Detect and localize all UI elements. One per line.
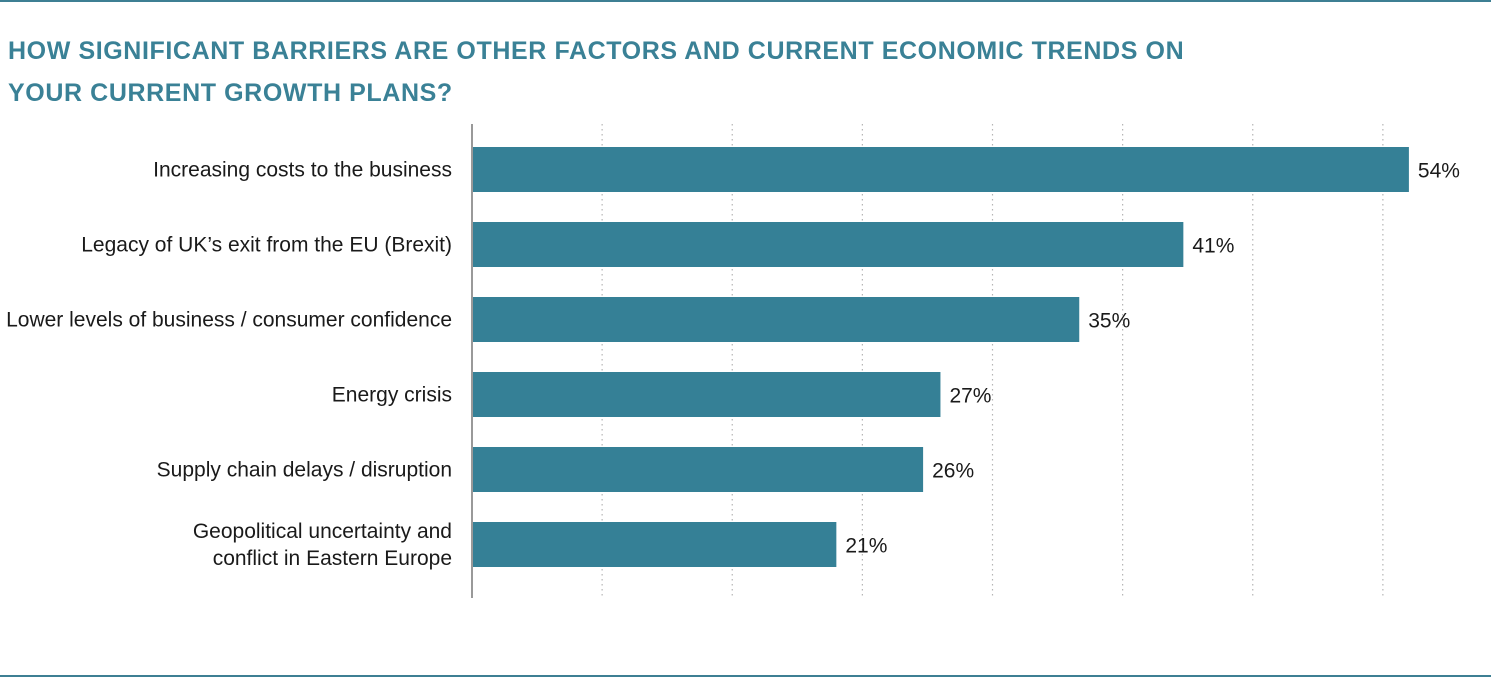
- chart-title: HOW SIGNIFICANT BARRIERS ARE OTHER FACTO…: [8, 30, 1208, 114]
- bars: [473, 147, 1409, 567]
- category-label-3: Lower levels of business / consumer conf…: [6, 309, 452, 332]
- gridlines: [471, 124, 1384, 598]
- category-label-6-line-1: Geopolitical uncertainty and: [193, 520, 452, 543]
- bar-5: [473, 447, 924, 492]
- category-label-2: Legacy of UK’s exit from the EU (Brexit): [81, 234, 452, 257]
- category-label-1: Increasing costs to the business: [153, 159, 452, 182]
- bar-2: [473, 222, 1184, 267]
- bar-1: [473, 147, 1409, 192]
- value-label-6: 21%: [845, 535, 887, 558]
- value-label-1: 54%: [1418, 160, 1460, 183]
- category-label-5: Supply chain delays / disruption: [157, 459, 452, 482]
- bottom-rule: [0, 675, 1491, 677]
- category-labels: Increasing costs to the business Legacy o…: [6, 159, 452, 571]
- value-label-5: 26%: [932, 460, 974, 483]
- bar-6: [473, 522, 837, 567]
- value-label-3: 35%: [1088, 310, 1130, 333]
- category-label-4: Energy crisis: [332, 384, 452, 407]
- bar-3: [473, 297, 1080, 342]
- value-label-4: 27%: [949, 385, 991, 408]
- top-rule: [0, 0, 1491, 2]
- chart-title-line-1: HOW SIGNIFICANT BARRIERS ARE OTHER FACTO…: [8, 37, 1185, 65]
- value-labels: 54% 41% 35% 27% 26% 21%: [845, 160, 1460, 558]
- chart-title-line-2: YOUR CURRENT GROWTH PLANS?: [8, 79, 453, 107]
- category-label-6-line-2: conflict in Eastern Europe: [213, 547, 452, 570]
- bar-4: [473, 372, 941, 417]
- value-label-2: 41%: [1192, 235, 1234, 258]
